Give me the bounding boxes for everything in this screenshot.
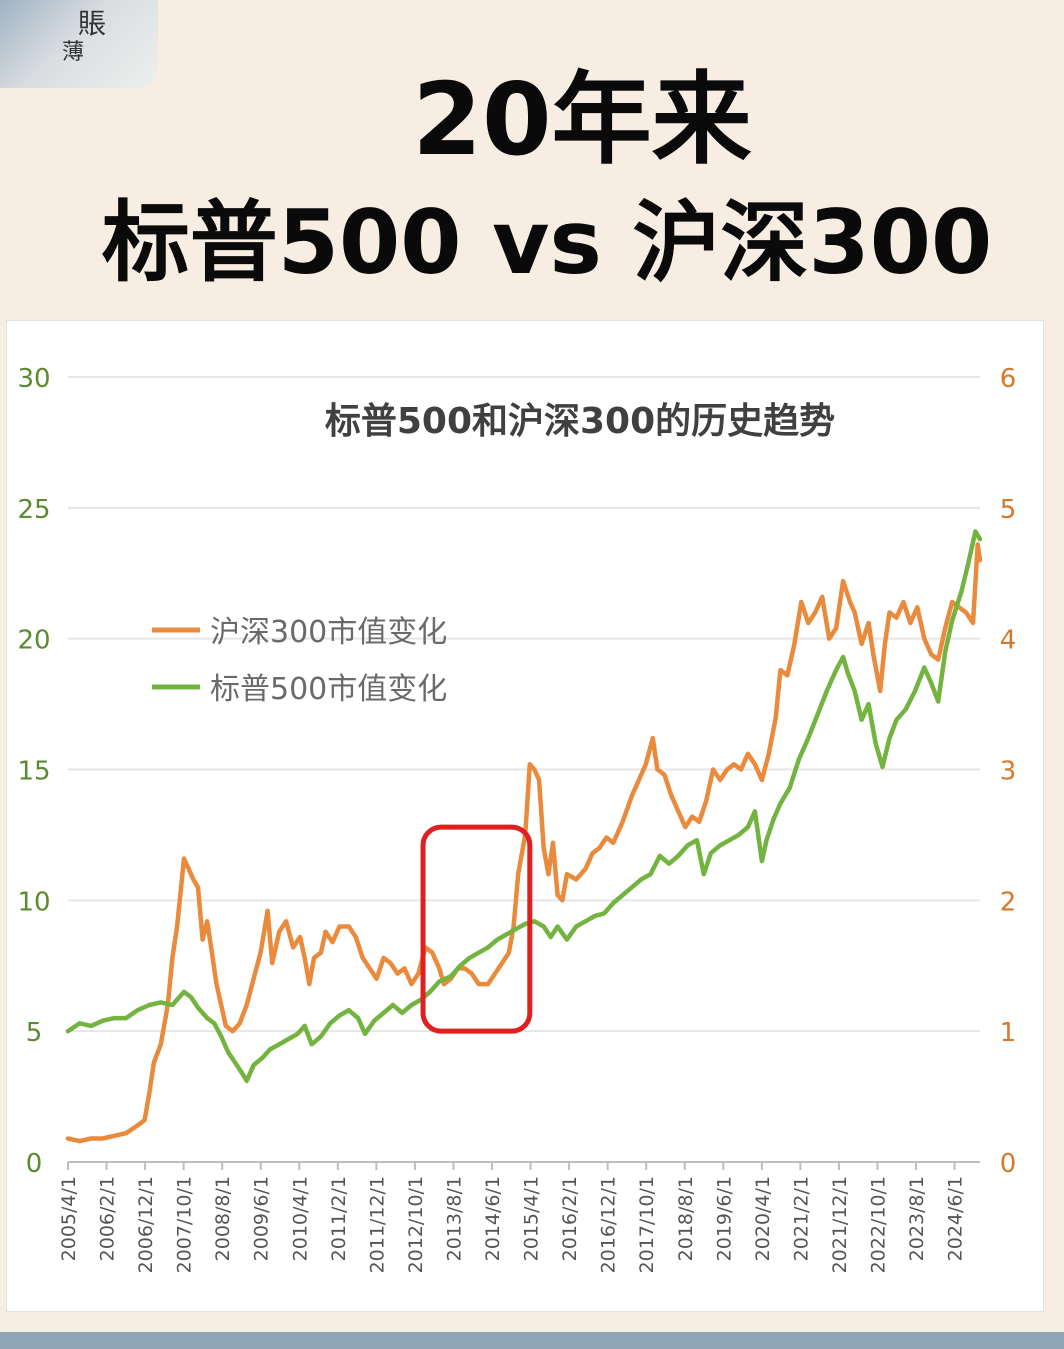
x-tick-label: 2021/12/1 <box>829 1176 851 1273</box>
y-left-tick-label: 15 <box>17 757 50 787</box>
x-tick-label: 2021/2/1 <box>790 1176 812 1261</box>
highlight-box <box>420 824 533 1034</box>
x-tick-label: 2011/12/1 <box>366 1176 388 1273</box>
y-right-tick-label: 5 <box>1000 495 1017 525</box>
logo-char-1: 賬 <box>78 7 107 40</box>
bottom-bar <box>0 1332 1064 1349</box>
x-tick-label: 2016/2/1 <box>559 1176 581 1261</box>
x-tick-label: 2009/6/1 <box>251 1176 273 1261</box>
logo-char-2: 薄 <box>62 40 85 65</box>
x-tick-label: 2014/6/1 <box>482 1176 504 1261</box>
x-tick-label: 2020/4/1 <box>752 1176 774 1261</box>
y-right-tick-label: 4 <box>1000 626 1017 656</box>
brand-logo: 賬 薄 <box>0 0 158 88</box>
x-tick-label: 2007/10/1 <box>174 1176 196 1273</box>
x-tick-label: 2024/6/1 <box>945 1176 967 1261</box>
x-tick-label: 2019/6/1 <box>713 1176 735 1261</box>
x-tick-label: 2023/8/1 <box>906 1176 928 1261</box>
legend: 沪深300市值变化 标普500市值变化 <box>152 615 447 707</box>
x-tick-label: 2016/12/1 <box>598 1176 620 1273</box>
x-tick-label: 2017/10/1 <box>636 1176 658 1273</box>
x-tick-label: 2012/10/1 <box>405 1176 427 1273</box>
y-left-tick-label: 20 <box>17 626 50 656</box>
legend-label-sp500: 标普500市值变化 <box>210 672 447 707</box>
x-tick-label: 2022/10/1 <box>867 1176 889 1273</box>
legend-label-csi300: 沪深300市值变化 <box>210 615 447 650</box>
y-left-tick-label: 25 <box>17 495 50 525</box>
y-right-tick-label: 1 <box>1000 1018 1017 1048</box>
y-right-tick-label: 3 <box>1000 757 1017 787</box>
x-tick-label: 2006/12/1 <box>135 1176 157 1273</box>
series-line-csi300 <box>65 542 983 1144</box>
x-tick-label: 2018/8/1 <box>675 1176 697 1261</box>
x-tick-label: 2008/8/1 <box>212 1176 234 1261</box>
y-left-tick-label: 10 <box>17 887 50 917</box>
series-line-sp500 <box>65 529 983 1084</box>
headline-line-1: 20年来 <box>412 61 752 178</box>
y-left-tick-label: 30 <box>17 364 50 394</box>
x-tick-label: 2015/4/1 <box>521 1176 543 1261</box>
x-tick-label: 2006/2/1 <box>97 1176 119 1261</box>
y-left-tick-label: 0 <box>26 1149 43 1179</box>
headline-line-2: 标普500 vs 沪深300 <box>101 191 993 294</box>
x-tick-label: 2013/8/1 <box>443 1176 465 1261</box>
y-left-tick-label: 5 <box>26 1018 43 1048</box>
x-tick-label: 2005/4/1 <box>58 1176 80 1261</box>
x-tick-label: 2011/2/1 <box>328 1176 350 1261</box>
chart-title: 标普500和沪深300的历史趋势 <box>325 401 835 442</box>
y-right-tick-label: 2 <box>1000 887 1017 917</box>
x-tick-label: 2010/4/1 <box>289 1176 311 1261</box>
y-right-tick-label: 6 <box>1000 364 1017 394</box>
y-right-tick-label: 0 <box>1000 1149 1017 1179</box>
